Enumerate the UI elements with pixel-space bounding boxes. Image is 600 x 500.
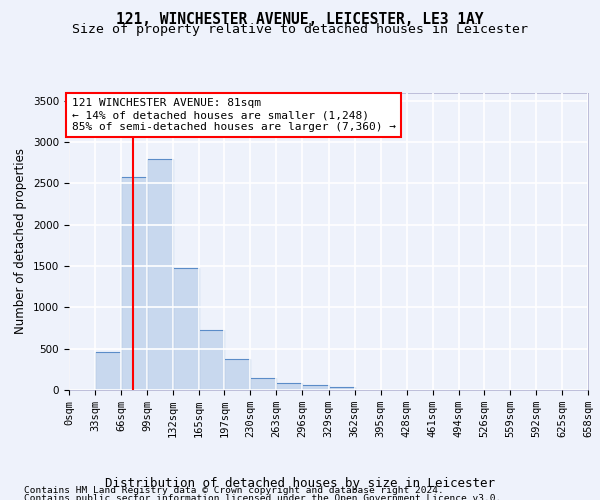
Bar — [250, 378, 277, 390]
Text: Size of property relative to detached houses in Leicester: Size of property relative to detached ho… — [72, 24, 528, 36]
Text: Contains public sector information licensed under the Open Government Licence v3: Contains public sector information licen… — [24, 494, 501, 500]
Bar — [302, 384, 329, 390]
Bar — [224, 358, 250, 390]
Text: 121, WINCHESTER AVENUE, LEICESTER, LE3 1AY: 121, WINCHESTER AVENUE, LEICESTER, LE3 1… — [116, 12, 484, 28]
Bar — [121, 177, 147, 390]
Text: 121 WINCHESTER AVENUE: 81sqm
← 14% of detached houses are smaller (1,248)
85% of: 121 WINCHESTER AVENUE: 81sqm ← 14% of de… — [71, 98, 395, 132]
Text: Distribution of detached houses by size in Leicester: Distribution of detached houses by size … — [105, 478, 495, 490]
Bar — [173, 268, 199, 390]
Y-axis label: Number of detached properties: Number of detached properties — [14, 148, 28, 334]
Bar — [277, 384, 302, 390]
Bar — [199, 330, 224, 390]
Bar — [95, 352, 121, 390]
Text: Contains HM Land Registry data © Crown copyright and database right 2024.: Contains HM Land Registry data © Crown c… — [24, 486, 444, 495]
Bar — [147, 158, 173, 390]
Bar — [329, 386, 355, 390]
